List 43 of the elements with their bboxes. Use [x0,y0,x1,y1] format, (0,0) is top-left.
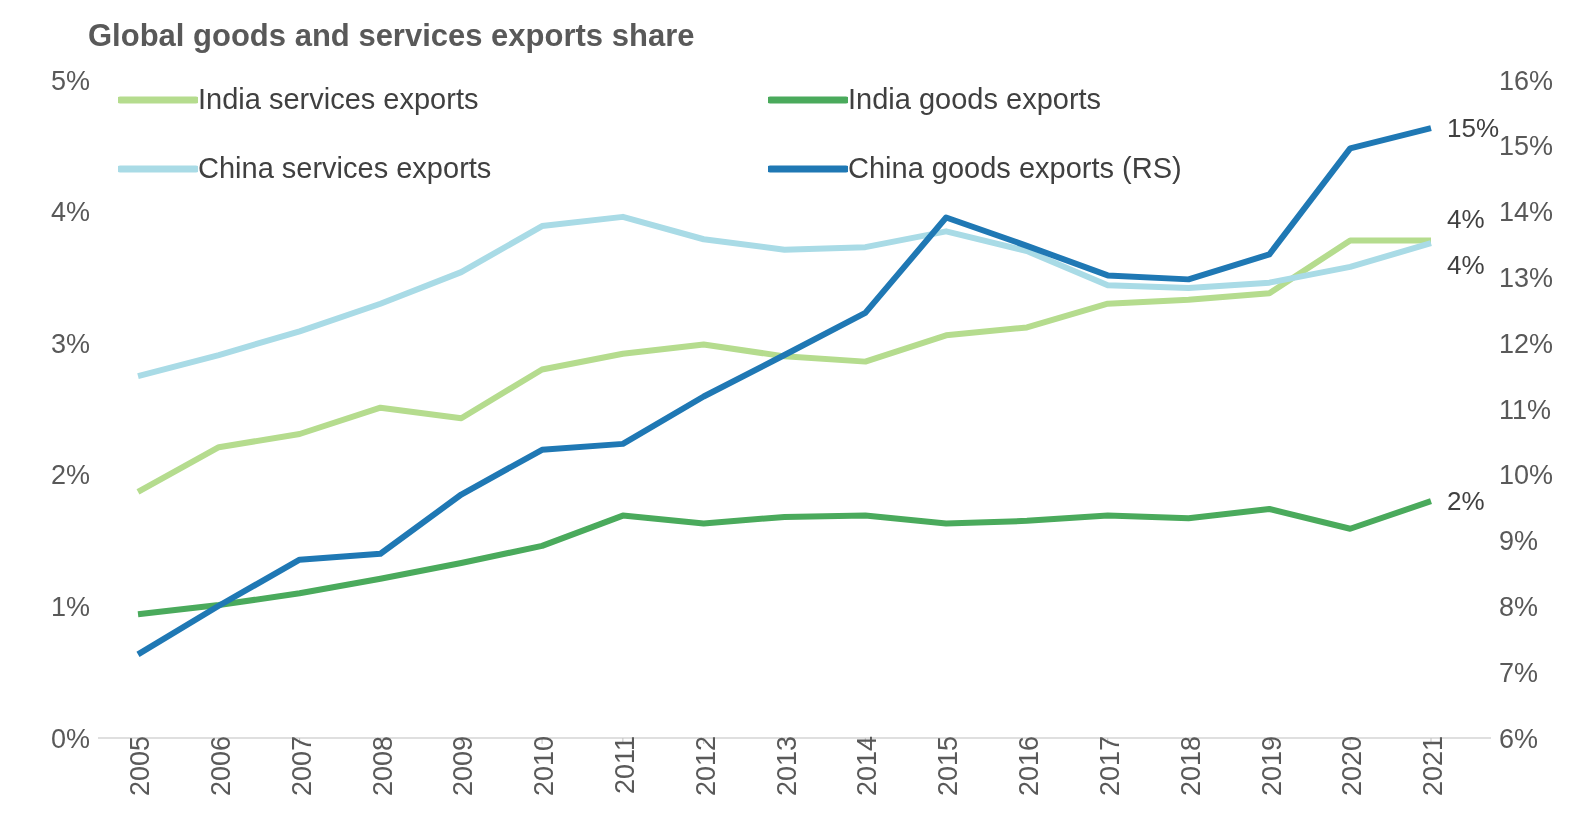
data-label: 4% [1447,203,1485,234]
data-label: 2% [1447,486,1485,517]
x-tick-label: 2012 [690,736,721,797]
y-tick-label: 4% [50,197,90,228]
x-tick-label: 2021 [1418,736,1449,797]
y2-tick-label: 9% [1499,526,1539,557]
x-tick-label: 2017 [1094,736,1125,797]
chart-title: Global goods and services exports share [88,18,695,54]
y-tick-label: 0% [50,723,90,754]
y2-tick-label: 10% [1499,460,1554,491]
x-tick-label: 2007 [286,736,317,797]
y-tick-label: 3% [50,328,90,359]
y2-tick-label: 8% [1499,591,1539,622]
y-tick-label: 1% [50,591,90,622]
x-tick-label: 2011 [610,736,641,795]
x-tick-label: 2016 [1014,736,1045,797]
x-tick-label: 2010 [529,736,560,797]
y2-tick-label: 6% [1499,723,1539,754]
legend-label: India services exports [198,83,479,116]
y-tick-label: 2% [50,460,90,491]
x-tick-label: 2019 [1256,736,1287,797]
legend-label: India goods exports [848,83,1102,116]
x-tick-label: 2020 [1337,736,1368,797]
y2-tick-label: 14% [1499,197,1554,228]
x-tick-label: 2013 [771,736,802,797]
y2-tick-label: 7% [1499,657,1539,688]
legend-label: China goods exports (RS) [848,152,1182,185]
data-label: 4% [1447,250,1485,281]
y2-tick-label: 11% [1499,394,1552,425]
x-tick-label: 2006 [205,736,236,797]
x-tick-label: 2015 [933,736,964,797]
x-tick-label: 2018 [1175,736,1206,797]
y2-tick-label: 15% [1499,131,1554,162]
data-label: 15% [1447,113,1500,144]
y2-tick-label: 12% [1499,328,1554,359]
legend-label: China services exports [198,152,492,185]
y2-tick-label: 13% [1499,262,1554,293]
x-tick-label: 2014 [852,736,883,797]
x-tick-label: 2005 [125,736,156,797]
y-tick-label: 5% [50,65,90,96]
x-tick-label: 2008 [367,736,398,797]
y2-tick-label: 16% [1499,65,1554,96]
x-tick-label: 2009 [448,736,479,797]
